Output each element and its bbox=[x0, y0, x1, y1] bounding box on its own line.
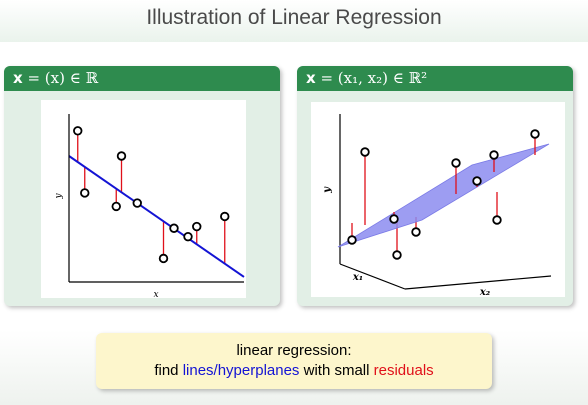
data-point bbox=[73, 126, 83, 136]
heading-bold-x: x bbox=[13, 69, 23, 87]
regression-line bbox=[68, 155, 245, 278]
data-point bbox=[183, 231, 193, 242]
x1-axis-label: x₁ bbox=[352, 272, 363, 283]
x2-axis-label: x₂ bbox=[479, 287, 491, 297]
x1-axis bbox=[339, 263, 406, 290]
plot-2d: y x₁ x₂ bbox=[311, 102, 565, 297]
data-point bbox=[451, 158, 461, 168]
data-point bbox=[392, 250, 402, 260]
y-axis-label: y bbox=[322, 186, 333, 194]
data-point bbox=[472, 176, 482, 186]
page-title: Illustration of Linear Regression bbox=[0, 0, 588, 42]
data-point bbox=[192, 221, 202, 232]
data-point bbox=[158, 253, 169, 264]
plot-1d: x y bbox=[41, 100, 246, 298]
note-text: find bbox=[154, 362, 183, 379]
data-point bbox=[220, 211, 230, 222]
y-axis-label: y bbox=[54, 193, 64, 200]
heading-math: = (x) ∈ ℝ bbox=[22, 69, 99, 87]
block-1d: x = (x) ∈ ℝ x y bbox=[4, 66, 280, 306]
summary-note: linear regression: find lines/hyperplane… bbox=[96, 333, 492, 389]
data-point bbox=[347, 235, 357, 245]
note-highlight-lines: lines/hyperplanes bbox=[182, 362, 300, 379]
data-point bbox=[360, 147, 370, 157]
data-point bbox=[492, 215, 502, 225]
heading-math: = (x₁, x₂) ∈ ℝ² bbox=[315, 69, 428, 87]
note-text: with small bbox=[299, 362, 374, 379]
data-point bbox=[411, 227, 421, 237]
block-2d-heading: x = (x₁, x₂) ∈ ℝ² bbox=[297, 66, 573, 91]
data-point bbox=[116, 151, 127, 161]
data-point bbox=[489, 150, 499, 160]
data-point bbox=[80, 188, 90, 198]
data-point bbox=[389, 214, 399, 224]
data-point bbox=[169, 223, 179, 233]
data-point bbox=[132, 198, 142, 208]
note-line-2: find lines/hyperplanes with small residu… bbox=[96, 361, 492, 381]
data-point bbox=[530, 129, 540, 139]
chart-2d: y x₁ x₂ bbox=[322, 114, 552, 297]
chart-1d: x y bbox=[54, 114, 245, 298]
block-1d-heading: x = (x) ∈ ℝ bbox=[4, 66, 280, 91]
note-line-1: linear regression: bbox=[236, 342, 352, 359]
regression-plane bbox=[337, 143, 550, 248]
x2-axis bbox=[404, 275, 552, 290]
heading-bold-x: x bbox=[306, 69, 316, 87]
x-axis-label: x bbox=[153, 290, 158, 298]
block-2d: x = (x₁, x₂) ∈ ℝ² bbox=[297, 66, 573, 306]
data-point bbox=[111, 201, 121, 212]
note-highlight-residuals: residuals bbox=[373, 362, 434, 379]
